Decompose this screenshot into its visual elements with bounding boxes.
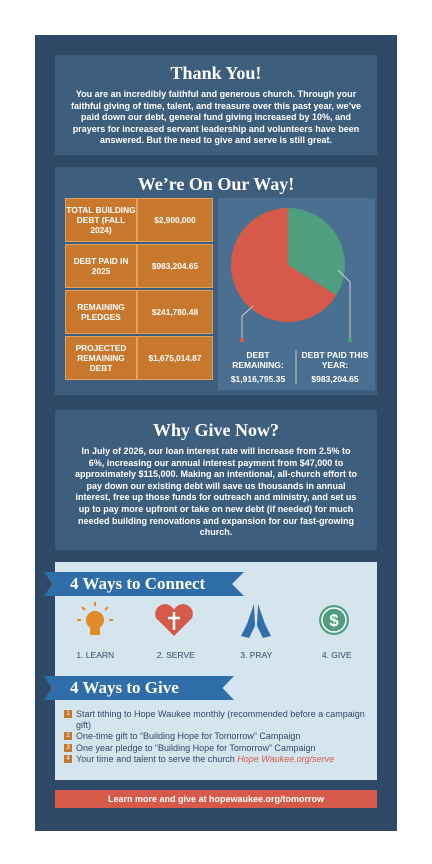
row-label: TOTAL BUILDING DEBT (FALL 2024) xyxy=(65,198,137,242)
ribbon: 4 Ways to Give xyxy=(44,676,234,700)
connect-label: 1. LEARN xyxy=(76,650,115,660)
connect-label: 3. PRAY xyxy=(240,650,273,660)
label-line: DEBT xyxy=(246,350,270,360)
table-row: PROJECTED REMAINING DEBT $1,675,014.87 xyxy=(65,336,213,382)
text: You are an incredibly faithful and gener… xyxy=(70,89,362,146)
slice-label: DEBT REMAINING: xyxy=(232,350,284,370)
table-row: TOTAL BUILDING DEBT (FALL 2024) $2,900,00… xyxy=(65,198,213,244)
hands-icon xyxy=(241,604,271,638)
icons: $ xyxy=(77,602,349,638)
text: In July of 2026, our loan interest rate … xyxy=(74,446,358,538)
item-text: One year pledge to “Building Hope for To… xyxy=(76,742,316,753)
connect-label: 2. SERVE xyxy=(156,650,195,660)
pie-slice xyxy=(231,208,337,322)
row-value: $983,204.65 xyxy=(137,244,213,288)
ribbon: 4 Ways to Connect xyxy=(44,572,244,596)
why-give-box: Why Give Now? In July of 2026, our loan … xyxy=(55,410,377,550)
connect-labels: 1. LEARN 2. SERVE 3. PRAY 4. GIVE xyxy=(55,650,377,660)
title: Why Give Now? xyxy=(153,420,279,440)
connect-label: 4. GIVE xyxy=(321,650,352,660)
row-label: DEBT PAID IN 2025 xyxy=(65,244,137,288)
row-label: PROJECTED REMAINING DEBT xyxy=(65,336,137,380)
leader xyxy=(241,305,254,338)
give-item: 2 One-time gift to “Building Hope for Tom… xyxy=(64,731,376,742)
row-value: $2,900,000 xyxy=(137,198,213,242)
leader xyxy=(337,269,351,338)
item-number: 3 xyxy=(64,743,72,752)
item-number: 1 xyxy=(64,710,72,718)
give-item: 3 One year pledge to “Building Hope for T… xyxy=(64,743,376,754)
give-list: 1 Start tithing to Hope Waukee monthly (r… xyxy=(64,709,376,766)
ways-box xyxy=(55,562,377,780)
table-row: DEBT PAID IN 2025 $983,204.65 xyxy=(65,244,213,290)
slice-label: DEBT PAID THIS YEAR: xyxy=(302,350,369,370)
give-item: 4 Your time and talent to serve the churc… xyxy=(64,754,376,765)
give-item: 1 Start tithing to Hope Waukee monthly (r… xyxy=(64,709,376,730)
row-value: $1,675,014.87 xyxy=(137,336,213,380)
item-number: 4 xyxy=(64,755,72,763)
row-label: REMAINING PLEDGES xyxy=(65,290,137,334)
debt-table: TOTAL BUILDING DEBT (FALL 2024) $2,900,00… xyxy=(65,198,213,382)
pie-slice xyxy=(288,208,345,296)
heart-icon xyxy=(155,604,193,636)
item-text: Start tithing to Hope Waukee monthly (re… xyxy=(76,709,365,730)
leader-end xyxy=(240,338,244,342)
label-line: DEBT PAID THIS xyxy=(302,350,369,360)
pie-chart: DEBT REMAINING: $1,916,795.35 DEBT PAID THI… xyxy=(218,198,375,390)
label-line: YEAR: xyxy=(322,360,349,370)
cta[interactable]: Learn more and give at hopewaukee.org/to… xyxy=(55,790,377,808)
slice-value: $983,204.65 xyxy=(311,374,359,384)
bulb-icon xyxy=(77,602,113,635)
item-text: Your time and talent to serve the church xyxy=(76,754,235,764)
thank-you-box: Thank You! You are an incredibly faithfu… xyxy=(55,55,377,155)
item-number: 2 xyxy=(64,732,72,740)
table-row: REMAINING PLEDGES $241,780.48 xyxy=(65,290,213,336)
dollar-icon: $ xyxy=(319,605,349,635)
slice-value: $1,916,795.35 xyxy=(231,374,286,384)
item-text: One-time gift to “Building Hope for Tomo… xyxy=(76,731,301,741)
label-line: REMAINING: xyxy=(232,360,284,370)
item-link[interactable]: Hope Waukee.org/serve xyxy=(237,754,335,764)
title: Thank You! xyxy=(170,63,262,83)
svg-text:$: $ xyxy=(329,611,339,630)
leader-end xyxy=(348,338,352,342)
title: We’re On Our Way! xyxy=(137,174,295,194)
row-value: $241,780.48 xyxy=(137,290,213,334)
